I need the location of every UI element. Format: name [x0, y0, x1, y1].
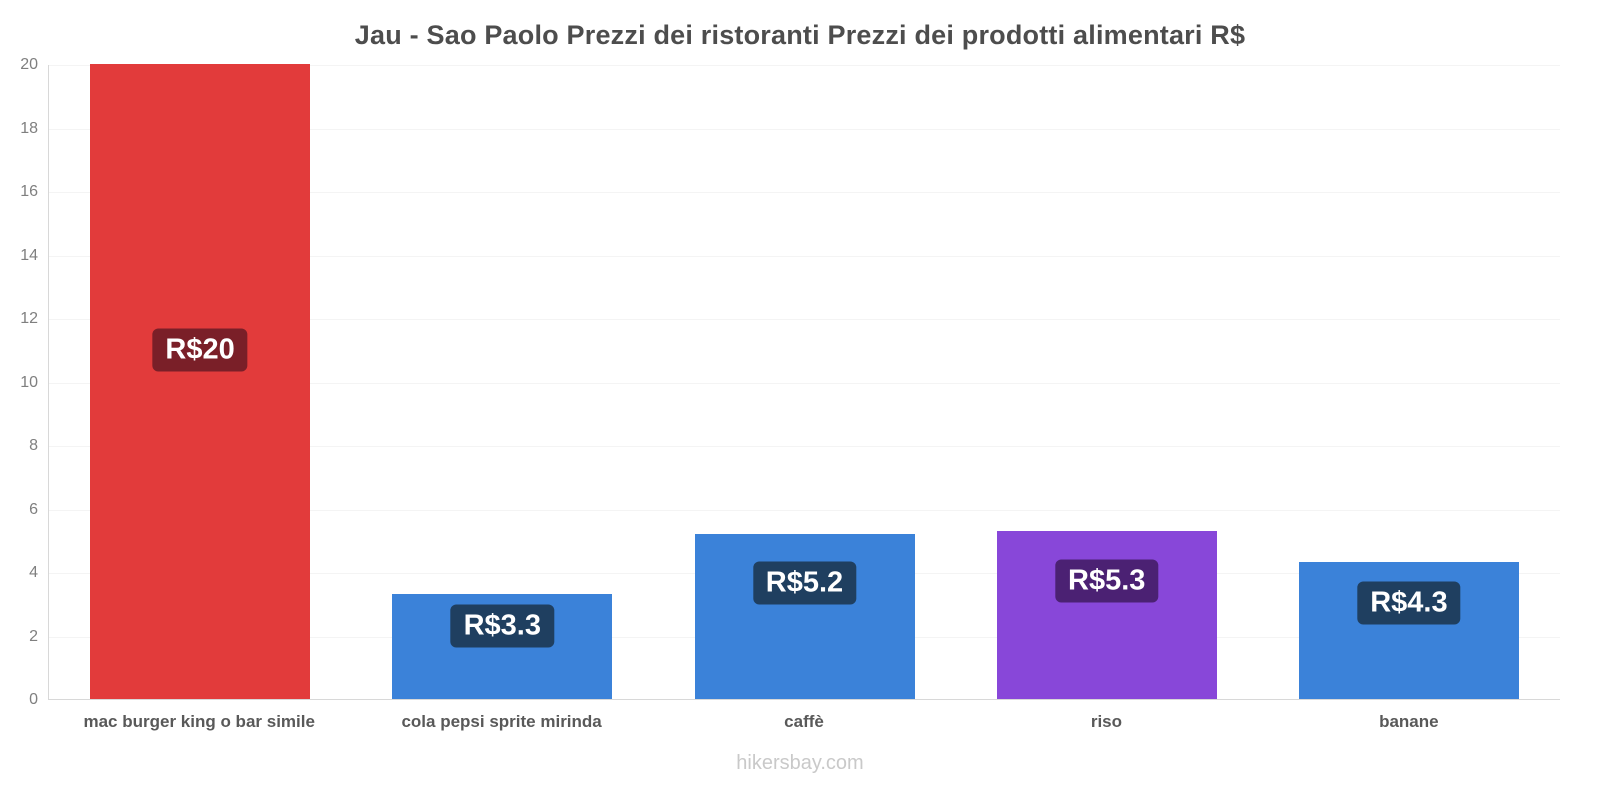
x-category-label: banane: [1379, 712, 1439, 731]
bars-row: R$20 R$3.3 R$5.2 R$5.3 R$4.3: [49, 64, 1560, 699]
bar-5: R$4.3: [1298, 562, 1519, 699]
bar-1: R$20: [90, 64, 311, 699]
bar-slot: R$3.3: [351, 65, 653, 699]
bar-4: R$5.3: [996, 530, 1217, 699]
y-tick-label: 2: [29, 627, 38, 645]
x-category-label: riso: [1090, 712, 1123, 731]
bar-slot: R$4.3: [1258, 65, 1560, 699]
bar-slot: R$20: [49, 64, 351, 699]
bar-2: R$3.3: [392, 594, 613, 699]
y-tick-label: 18: [20, 119, 38, 137]
y-tick-label: 10: [20, 373, 38, 391]
y-tick-label: 14: [20, 246, 38, 264]
gridline: [49, 446, 1560, 447]
bar-slot: R$5.2: [653, 65, 955, 699]
y-tick-label: 8: [29, 437, 38, 454]
chart-title: Jau - Sao Paolo Prezzi dei ristoranti Pr…: [354, 20, 1246, 50]
gridline: [49, 382, 1560, 384]
gridline: [49, 65, 1560, 66]
value-badge: R$5.2: [752, 561, 857, 605]
gridline: [49, 319, 1560, 320]
gridline: [49, 255, 1560, 257]
value-badge: R$20: [152, 328, 248, 372]
x-category-label: cola pepsi sprite mirinda: [401, 712, 602, 731]
value-badge: R$4.3: [1357, 581, 1461, 625]
x-category-label: mac burger king o bar simile: [83, 712, 315, 731]
gridline: [49, 509, 1560, 511]
bar-slot: R$5.3: [956, 65, 1258, 699]
y-tick-label: 20: [20, 56, 38, 73]
watermark: hikersbay.com: [736, 752, 864, 774]
gridline: [49, 192, 1560, 193]
y-tick-label: 6: [29, 500, 38, 518]
x-category-label: caffè: [784, 712, 824, 731]
gridline: [49, 128, 1560, 130]
plot-area: R$20 R$3.3 R$5.2 R$5.3 R$4.3: [48, 64, 1560, 700]
y-tick-label: 16: [20, 183, 38, 200]
value-badge: R$3.3: [450, 604, 554, 648]
x-axis-labels: mac burger king o bar simile cola pepsi s…: [48, 712, 1560, 732]
y-tick-label: 4: [29, 564, 38, 581]
value-badge: R$5.3: [1055, 559, 1159, 603]
bar-3: R$5.2: [694, 533, 915, 699]
y-tick-label: 0: [29, 691, 38, 708]
y-tick-label: 12: [20, 310, 38, 327]
